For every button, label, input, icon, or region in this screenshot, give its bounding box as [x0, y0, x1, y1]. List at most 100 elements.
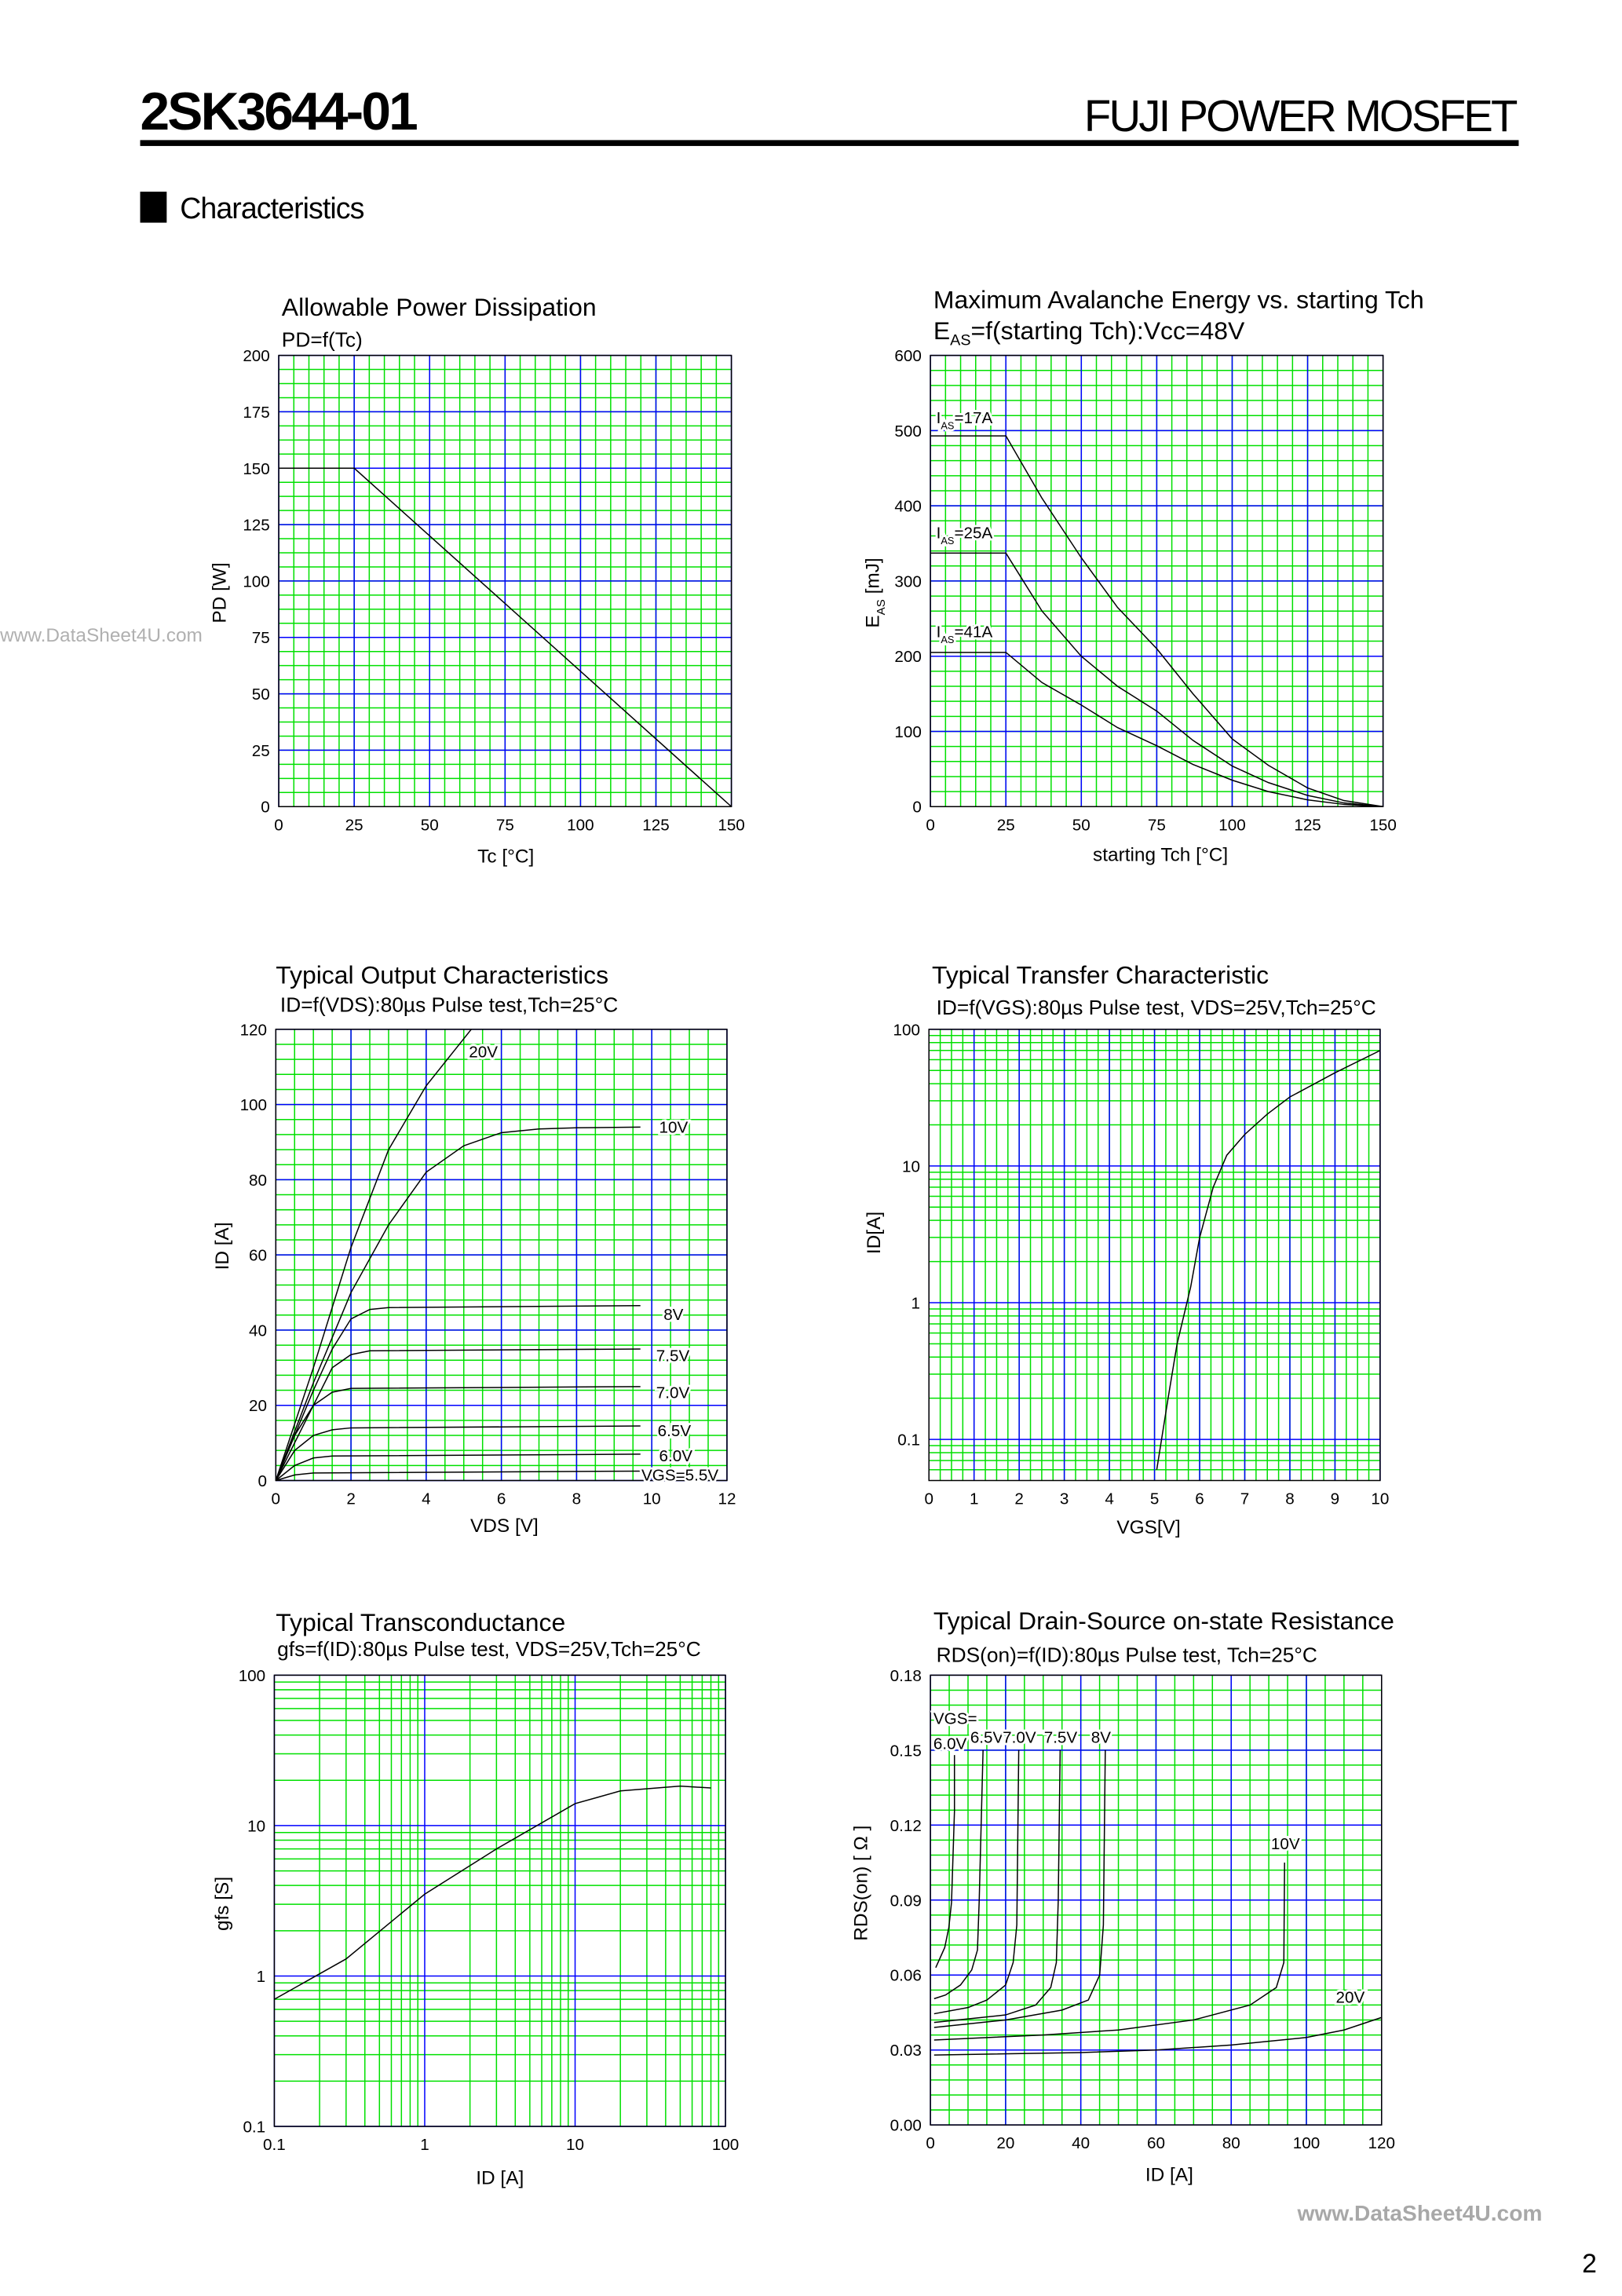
x-tick-label: 125: [642, 816, 669, 834]
x-tick-label: 6: [1195, 1490, 1204, 1508]
chart-subtitle: ID=f(VGS):80µs Pulse test, VDS=25V,Tch=2…: [937, 996, 1376, 1019]
y-tick-label: 25: [252, 742, 270, 760]
y-tick-label: 300: [894, 572, 921, 590]
y-tick-label: 120: [240, 1021, 267, 1039]
y-tick-label: 1: [257, 1968, 265, 1986]
x-tick-label: 10: [643, 1490, 661, 1508]
y-tick-label: 0: [261, 799, 269, 817]
plot-frame: [278, 354, 732, 808]
x-tick-label: 9: [1331, 1490, 1339, 1508]
curve-label-subscript: AS: [941, 535, 954, 547]
chart-subtitle-rest: =f(starting Tch):Vcc=48V: [971, 316, 1245, 345]
y-axis-label-main: E: [862, 615, 883, 627]
x-tick-label: 1: [420, 2136, 429, 2154]
y-tick-label: 0.06: [890, 1967, 922, 1985]
y-tick-label: 0.18: [890, 1667, 922, 1685]
x-tick-label: 20: [996, 2134, 1014, 2152]
x-tick-label: 75: [1148, 816, 1166, 834]
x-tick-label: 150: [1369, 816, 1396, 834]
curve-label: 6.5V: [658, 1422, 692, 1440]
y-tick-label: 75: [252, 629, 270, 647]
x-tick-label: 1: [970, 1490, 978, 1508]
x-tick-label: 50: [1072, 816, 1090, 834]
curve-10V: [933, 1863, 1285, 2041]
x-axis-label: ID [A]: [1145, 2165, 1193, 2186]
curve-label-main: I: [937, 623, 941, 641]
curve-label-subscript: AS: [941, 634, 954, 645]
curve-series: [279, 467, 732, 807]
x-tick-label: 0: [272, 1490, 280, 1508]
curve-label: 20V: [469, 1044, 498, 1062]
chart-5: 0.1 1 10 100 0.1 1 10 100 Typical Transconductan…: [212, 1608, 739, 2188]
x-tick-label: 2: [1014, 1490, 1023, 1508]
legend-prefix: VGS=: [933, 1709, 977, 1727]
section-title: Characteristics: [180, 192, 363, 225]
watermark-left: www.DataSheet4U.com: [0, 625, 203, 646]
curve-6.0V: [275, 1453, 641, 1482]
y-tick-label: 200: [894, 648, 921, 666]
y-axis-label: RDS(on) [ Ω ]: [850, 1826, 871, 1941]
x-axis-label: VDS [V]: [470, 1515, 539, 1537]
y-tick-label: 500: [894, 422, 921, 441]
chart-title: Allowable Power Dissipation: [282, 293, 597, 321]
chart-title: Typical Transconductance: [276, 1608, 565, 1636]
y-tick-label: 10: [902, 1157, 920, 1175]
curve-41A: [930, 652, 1383, 807]
chart-title: Typical Drain-Source on-state Resistance: [933, 1607, 1394, 1635]
x-tick-label: 0.1: [263, 2136, 286, 2154]
curve-label: 7.0V: [1003, 1729, 1036, 1747]
x-tick-label: 2: [346, 1490, 355, 1508]
y-tick-label: 175: [243, 404, 269, 422]
y-axis-label: gfs [S]: [212, 1877, 233, 1931]
chart-4: 0 1 2 3 4 5 6 7 8 9 10 0.1 1 10 100 Typical Transfer Ch…: [864, 961, 1389, 1538]
curve-label-main: I: [937, 524, 941, 542]
y-tick-label: 40: [249, 1322, 267, 1340]
x-tick-label: 5: [1150, 1490, 1159, 1508]
curve-7.5V: [275, 1348, 641, 1481]
chart-subtitle-subscript: AS: [950, 331, 970, 349]
curve-label: IAS=25A: [937, 524, 993, 547]
y-tick-label: 0.03: [890, 2042, 922, 2060]
y-tick-label: 0: [912, 799, 921, 817]
curve-label: 8V: [663, 1306, 683, 1324]
x-axis-label: VGS[V]: [1116, 1517, 1180, 1538]
header-rule: [140, 140, 1519, 146]
curve-label: 7.5V: [1044, 1729, 1078, 1747]
section-bullet: [140, 192, 167, 223]
y-axis-label-rest: [mJ]: [862, 558, 883, 599]
y-axis-label-subscript: AS: [875, 599, 888, 615]
curve-label: 6.0V: [933, 1735, 967, 1753]
x-tick-label: 6: [497, 1490, 506, 1508]
curve-7.0V: [933, 1749, 1020, 2015]
curve-label-subscript: AS: [941, 419, 954, 431]
y-tick-label: 100: [243, 572, 269, 590]
y-tick-label: 0.09: [890, 1892, 922, 1910]
y-tick-label: 0.12: [890, 1817, 922, 1835]
x-tick-label: 0: [926, 816, 934, 834]
y-tick-label: 80: [249, 1172, 267, 1190]
x-tick-label: 25: [345, 816, 363, 834]
curve-label-rest: =17A: [954, 409, 992, 427]
chart-subtitle: gfs=f(ID):80µs Pulse test, VDS=25V,Tch=2…: [277, 1637, 701, 1661]
curve-label: 8V: [1091, 1729, 1111, 1747]
x-tick-label: 4: [422, 1490, 430, 1508]
curve-6.0V: [935, 1755, 955, 1969]
y-tick-label: 400: [894, 498, 921, 516]
curve-label: IAS=17A: [937, 409, 993, 432]
curve-label-main: I: [937, 409, 941, 427]
page-number: 2: [1582, 2249, 1597, 2279]
curve-7.5V: [933, 1749, 1061, 2024]
chart-subtitle: PD=f(Tc): [282, 327, 363, 351]
x-tick-label: 150: [718, 816, 744, 834]
y-tick-label: 10: [247, 1817, 265, 1835]
curve-label-rest: =25A: [954, 524, 992, 542]
curve-series: [274, 1785, 711, 2000]
x-tick-label: 80: [1222, 2134, 1240, 2152]
curve-8V: [933, 1749, 1106, 2028]
x-tick-label: 0: [926, 2134, 934, 2152]
chart-subtitle-main: E: [933, 316, 950, 345]
y-tick-label: 20: [249, 1397, 267, 1415]
y-tick-label: 100: [240, 1096, 267, 1114]
